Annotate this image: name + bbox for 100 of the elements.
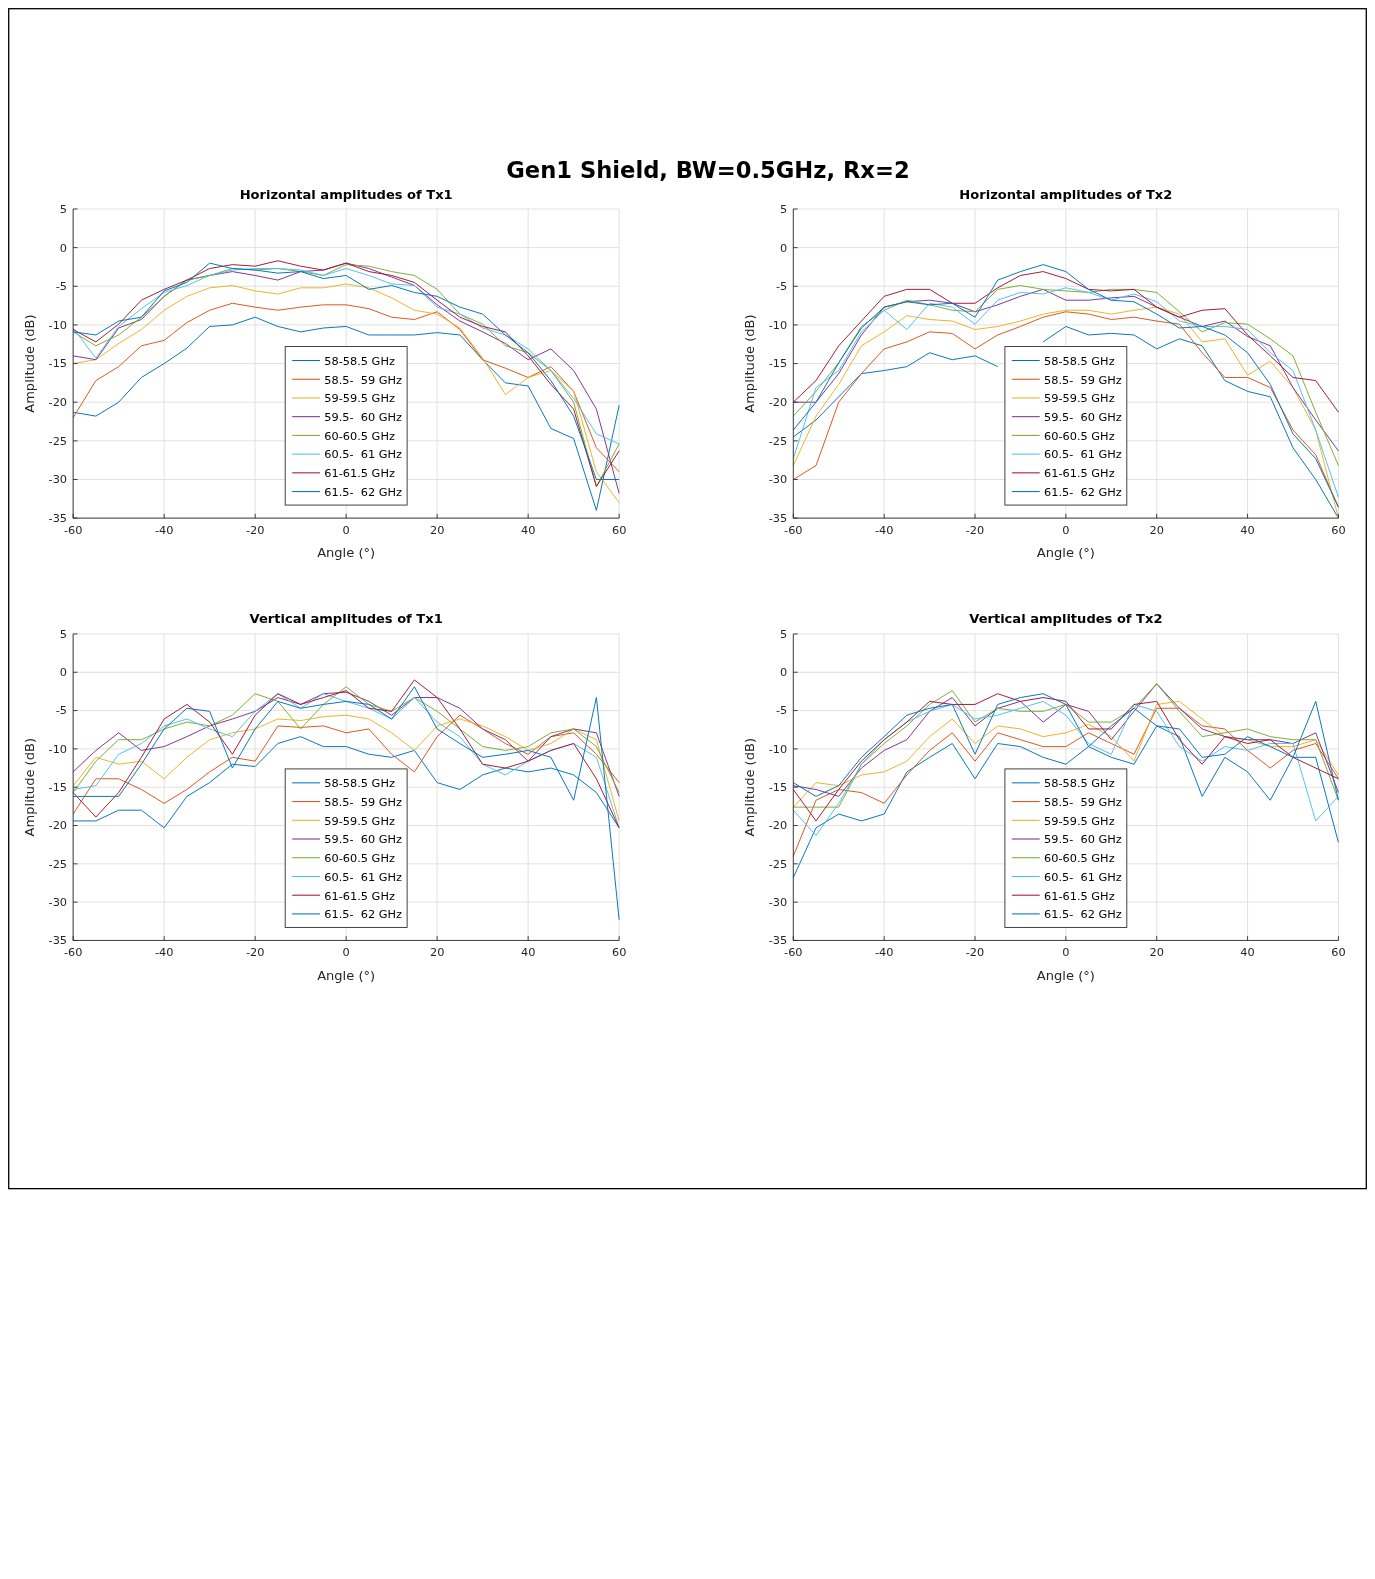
legend-label: 58.5- 59 GHz xyxy=(324,794,403,809)
x-tick-label: 0 xyxy=(342,522,350,537)
legend-label: 60.5- 61 GHz xyxy=(1044,447,1122,462)
legend-label: 58.5- 59 GHz xyxy=(1044,794,1122,809)
y-axis-title: Amplitude (dB) xyxy=(21,314,37,413)
chart-title: Vertical amplitudes of Tx1 xyxy=(249,611,443,627)
legend-label: 61-61.5 GHz xyxy=(1044,466,1115,481)
y-tick-label: -10 xyxy=(48,317,68,332)
x-tick-label: 60 xyxy=(1331,522,1346,537)
legend-label: 61.5- 62 GHz xyxy=(1044,907,1122,922)
y-tick-label: -30 xyxy=(48,895,68,910)
legend-label: 60-60.5 GHz xyxy=(1044,851,1115,866)
y-tick-label: -35 xyxy=(48,933,68,948)
legend-label: 58-58.5 GHz xyxy=(324,776,395,791)
y-tick-label: -20 xyxy=(48,818,68,833)
y-tick-label: -30 xyxy=(768,895,788,910)
legend-label: 58-58.5 GHz xyxy=(1044,353,1115,368)
x-tick-label: 60 xyxy=(611,945,627,960)
x-tick-label: -20 xyxy=(245,945,265,960)
x-tick-label: 20 xyxy=(1149,522,1164,537)
legend-label: 58.5- 59 GHz xyxy=(1044,372,1122,387)
x-tick-label: 40 xyxy=(1240,522,1255,537)
legend-label: 59-59.5 GHz xyxy=(1044,391,1115,406)
line-series xyxy=(72,686,620,921)
legend-label: 61-61.5 GHz xyxy=(1044,888,1115,903)
legend-label: 60-60.5 GHz xyxy=(1044,428,1115,443)
legend-label: 61.5- 62 GHz xyxy=(324,484,403,499)
legend-label: 58-58.5 GHz xyxy=(1044,776,1115,791)
text: Gen1 Shield, BW=0.5GHz, Rx=2 xyxy=(506,157,910,184)
x-tick-label: 20 xyxy=(429,945,445,960)
legend-label: 60-60.5 GHz xyxy=(324,428,395,443)
y-tick-label: -25 xyxy=(48,433,68,448)
legend-label: 59-59.5 GHz xyxy=(324,813,395,828)
x-tick-label: -20 xyxy=(245,522,265,537)
y-tick-label: 0 xyxy=(59,665,68,680)
x-tick-label: 40 xyxy=(520,522,536,537)
legend-label: 60-60.5 GHz xyxy=(324,851,395,866)
y-axis-title: Amplitude (dB) xyxy=(742,314,758,413)
legend-label: 59-59.5 GHz xyxy=(324,391,395,406)
x-tick-label: 60 xyxy=(611,522,627,537)
x-tick-label: 20 xyxy=(1149,945,1164,960)
y-tick-label: -35 xyxy=(768,933,788,948)
x-axis-title: Angle (°) xyxy=(1036,545,1095,561)
y-tick-label: 5 xyxy=(59,626,68,641)
x-tick-label: 0 xyxy=(342,945,350,960)
x-tick-label: -20 xyxy=(965,945,985,960)
y-tick-label: 5 xyxy=(780,626,788,641)
y-tick-label: -10 xyxy=(48,741,68,756)
y-tick-label: 5 xyxy=(59,201,68,216)
y-axis-title: Amplitude (dB) xyxy=(742,738,758,837)
y-tick-label: -5 xyxy=(55,703,68,718)
x-tick-label: 40 xyxy=(1240,945,1255,960)
x-axis-title: Angle (°) xyxy=(317,545,376,561)
y-tick-label: -20 xyxy=(768,395,788,410)
y-tick-label: 5 xyxy=(780,201,788,216)
y-tick-label: 0 xyxy=(780,665,788,680)
y-tick-label: -15 xyxy=(48,780,68,795)
x-tick-label: -40 xyxy=(154,945,174,960)
y-tick-label: -15 xyxy=(48,356,68,371)
x-tick-label: -40 xyxy=(874,522,894,537)
y-tick-label: -5 xyxy=(55,279,68,294)
line-series xyxy=(792,271,1339,413)
x-tick-label: -60 xyxy=(63,945,83,960)
y-tick-label: -15 xyxy=(768,356,788,371)
y-tick-label: -25 xyxy=(768,433,788,448)
y-tick-label: -5 xyxy=(775,703,788,718)
chart-title: Vertical amplitudes of Tx2 xyxy=(969,611,1163,627)
x-tick-label: -60 xyxy=(784,945,803,960)
legend-label: 59.5- 60 GHz xyxy=(1044,410,1122,425)
x-tick-label: 0 xyxy=(1062,945,1070,960)
y-tick-label: -25 xyxy=(768,856,788,871)
x-tick-label: 60 xyxy=(1331,945,1346,960)
y-tick-label: -30 xyxy=(768,472,788,487)
legend-label: 59.5- 60 GHz xyxy=(324,410,403,425)
legend-label: 60.5- 61 GHz xyxy=(1044,869,1122,884)
legend-label: 59.5- 60 GHz xyxy=(324,832,403,847)
x-tick-label: -40 xyxy=(154,522,174,537)
x-tick-label: 0 xyxy=(1062,522,1070,537)
legend-label: 59-59.5 GHz xyxy=(1044,813,1115,828)
legend-label: 59.5- 60 GHz xyxy=(1044,832,1122,847)
y-tick-label: -10 xyxy=(768,741,788,756)
legend-label: 58-58.5 GHz xyxy=(324,353,395,368)
legend-label: 61-61.5 GHz xyxy=(324,466,395,481)
y-tick-label: 0 xyxy=(59,240,68,255)
legend-label: 61.5- 62 GHz xyxy=(324,907,403,922)
x-tick-label: -20 xyxy=(965,522,985,537)
x-tick-label: 40 xyxy=(520,945,536,960)
y-tick-label: -25 xyxy=(48,856,68,871)
legend-label: 60.5- 61 GHz xyxy=(324,447,403,462)
chart-title: Horizontal amplitudes of Tx1 xyxy=(239,186,453,202)
x-axis-title: Angle (°) xyxy=(1036,967,1095,983)
y-tick-label: -20 xyxy=(48,395,68,410)
y-axis-title: Amplitude (dB) xyxy=(21,738,37,837)
chart-title: Horizontal amplitudes of Tx2 xyxy=(959,186,1173,202)
x-axis-title: Angle (°) xyxy=(317,967,376,983)
y-tick-label: -20 xyxy=(768,818,788,833)
line-series xyxy=(72,268,620,445)
y-tick-label: 0 xyxy=(780,240,788,255)
y-tick-label: -5 xyxy=(775,279,788,294)
legend-label: 60.5- 61 GHz xyxy=(324,869,403,884)
